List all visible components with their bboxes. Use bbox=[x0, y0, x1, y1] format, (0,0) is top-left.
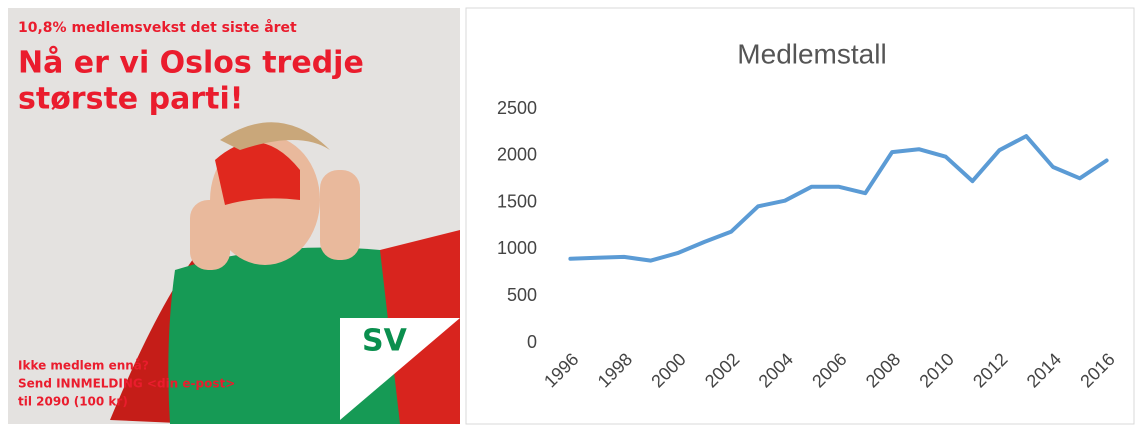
logo: SV bbox=[362, 324, 408, 359]
y-tick-label: 1000 bbox=[497, 238, 537, 258]
poster-footer: Send INNMELDING <din e-post> bbox=[18, 377, 235, 391]
poster-kicker: 10,8% medlemsvekst det siste året bbox=[18, 19, 297, 36]
poster-footer: til 2090 (100 kr) bbox=[18, 395, 128, 409]
arm-left bbox=[190, 200, 230, 270]
poster-headline: Nå er vi Oslos tredje bbox=[18, 45, 364, 81]
poster-headline: største parti! bbox=[18, 82, 243, 117]
chart-title: Medlemstall bbox=[737, 38, 886, 69]
y-tick-label: 2500 bbox=[497, 98, 537, 118]
y-tick-label: 0 bbox=[527, 332, 537, 352]
page: SV 10,8% medlemsvekst det siste året Nå … bbox=[0, 0, 1142, 428]
arm-right bbox=[320, 170, 360, 260]
y-tick-label: 500 bbox=[507, 285, 537, 305]
poster-footer: Ikke medlem ennå? bbox=[18, 359, 149, 373]
y-tick-label: 1500 bbox=[497, 191, 537, 211]
poster: SV 10,8% medlemsvekst det siste året Nå … bbox=[8, 8, 460, 424]
y-tick-label: 2000 bbox=[497, 145, 537, 165]
